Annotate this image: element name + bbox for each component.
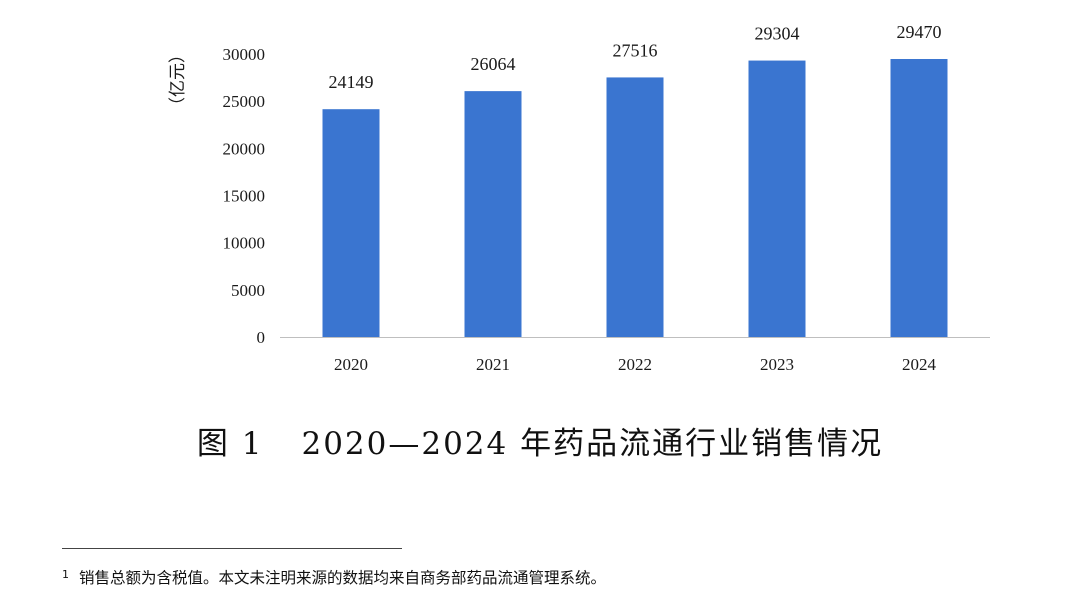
y-tick-label: 20000 bbox=[223, 139, 266, 158]
bar-2023 bbox=[748, 60, 806, 337]
y-tick-label: 5000 bbox=[231, 281, 265, 300]
x-tick-label: 2024 bbox=[902, 355, 937, 374]
y-tick-label: 25000 bbox=[223, 92, 266, 111]
footnote: 1 销售总额为含税值。本文未注明来源的数据均来自商务部药品流通管理系统。 bbox=[62, 566, 606, 588]
y-axis-ticks: 0 5000 10000 15000 20000 25000 30000 bbox=[223, 45, 266, 347]
bar-2024 bbox=[890, 58, 948, 338]
y-axis-label: （亿元） bbox=[168, 46, 188, 114]
x-tick-label: 2020 bbox=[334, 355, 368, 374]
data-label-2022: 27516 bbox=[613, 40, 658, 60]
footnote-divider bbox=[62, 548, 402, 549]
x-tick-label: 2023 bbox=[760, 355, 794, 374]
figure-number: 图 1 bbox=[196, 426, 264, 462]
y-tick-label: 15000 bbox=[223, 187, 266, 206]
data-label-2023: 29304 bbox=[755, 24, 800, 44]
data-label-2020: 24149 bbox=[329, 72, 374, 92]
bars bbox=[322, 58, 948, 338]
footnote-text: 销售总额为含税值。本文未注明来源的数据均来自商务部药品流通管理系统。 bbox=[79, 569, 607, 587]
data-label-2024: 29470 bbox=[897, 22, 942, 42]
data-label-2021: 26064 bbox=[471, 54, 516, 74]
figure-caption: 图 1 2020—2024 年药品流通行业销售情况 bbox=[0, 418, 1080, 463]
y-tick-label: 30000 bbox=[223, 45, 266, 64]
footnote-marker: 1 bbox=[62, 568, 69, 581]
x-tick-label: 2022 bbox=[618, 355, 652, 374]
y-tick-label: 10000 bbox=[223, 234, 266, 253]
data-labels: 24149 26064 27516 29304 29470 bbox=[329, 22, 942, 92]
figure-title: 2020—2024 年药品流通行业销售情况 bbox=[301, 426, 884, 462]
bar-2020 bbox=[322, 109, 380, 338]
x-axis-ticks: 2020 2021 2022 2023 2024 bbox=[334, 355, 937, 374]
bar-chart: （亿元） 0 5000 10000 15000 20000 25000 30000 2020… bbox=[168, 22, 990, 374]
bar-2021 bbox=[464, 91, 522, 337]
y-tick-label: 0 bbox=[257, 328, 266, 347]
x-tick-label: 2021 bbox=[476, 355, 510, 374]
y-axis-unit-label: （亿元） bbox=[168, 46, 188, 114]
bar-2022 bbox=[606, 77, 664, 337]
